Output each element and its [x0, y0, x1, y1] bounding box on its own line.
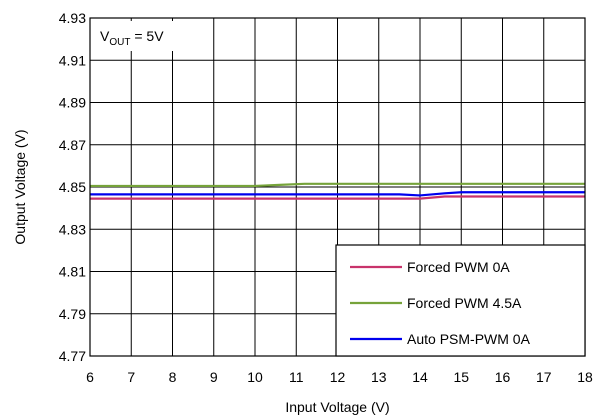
series-line-1	[90, 195, 585, 200]
x-tick-label: 10	[247, 369, 263, 385]
x-axis-label: Input Voltage (V)	[285, 399, 389, 415]
x-tick-label: 11	[289, 369, 304, 385]
annotation-subscript: OUT	[109, 37, 130, 48]
legend-label: Forced PWM 4.5A	[407, 295, 522, 311]
legend-label: Forced PWM 0A	[407, 259, 510, 275]
x-tick-label: 12	[330, 369, 346, 385]
series-line-2	[90, 182, 585, 188]
x-tick-label: 17	[536, 369, 552, 385]
y-tick-label: 4.77	[59, 348, 86, 364]
vout-annotation: VOUT = 5V	[100, 28, 164, 48]
y-tick-label: 4.93	[59, 10, 86, 26]
annotation-suffix: = 5V	[130, 28, 164, 44]
y-tick-label: 4.89	[59, 95, 86, 111]
y-axis-label: Output Voltage (V)	[12, 129, 28, 244]
annotation-prefix: V	[100, 28, 110, 44]
x-tick-label: 15	[453, 369, 469, 385]
x-tick-label: 18	[577, 369, 593, 385]
annotation-background	[92, 21, 174, 51]
series-line-3	[90, 191, 585, 197]
x-tick-label: 8	[169, 369, 177, 385]
x-tick-label: 9	[210, 369, 218, 385]
x-tick-label: 13	[371, 369, 387, 385]
y-tick-label: 4.87	[59, 137, 86, 153]
y-tick-label: 4.81	[59, 264, 86, 280]
y-tick-label: 4.85	[59, 179, 86, 195]
legend-label: Auto PSM-PWM 0A	[407, 331, 531, 347]
y-tick-label: 4.79	[59, 306, 86, 322]
x-tick-label: 16	[495, 369, 511, 385]
series-layer	[90, 182, 585, 200]
annotation-box	[92, 21, 174, 51]
y-tick-labels: 4.77 4.79 4.81 4.83 4.85 4.87 4.89 4.91 4.93	[59, 10, 86, 364]
y-tick-label: 4.83	[59, 221, 86, 237]
x-tick-label: 7	[127, 369, 135, 385]
y-tick-label: 4.91	[59, 52, 86, 68]
x-tick-label: 14	[412, 369, 428, 385]
x-tick-labels: 6 7 8 9 10 11 12 13 14 15 16 17 18	[86, 369, 593, 385]
x-tick-label: 6	[86, 369, 94, 385]
legend: Forced PWM 0A Forced PWM 4.5A Auto PSM-PWM…	[335, 244, 586, 357]
legend-box	[335, 244, 586, 357]
